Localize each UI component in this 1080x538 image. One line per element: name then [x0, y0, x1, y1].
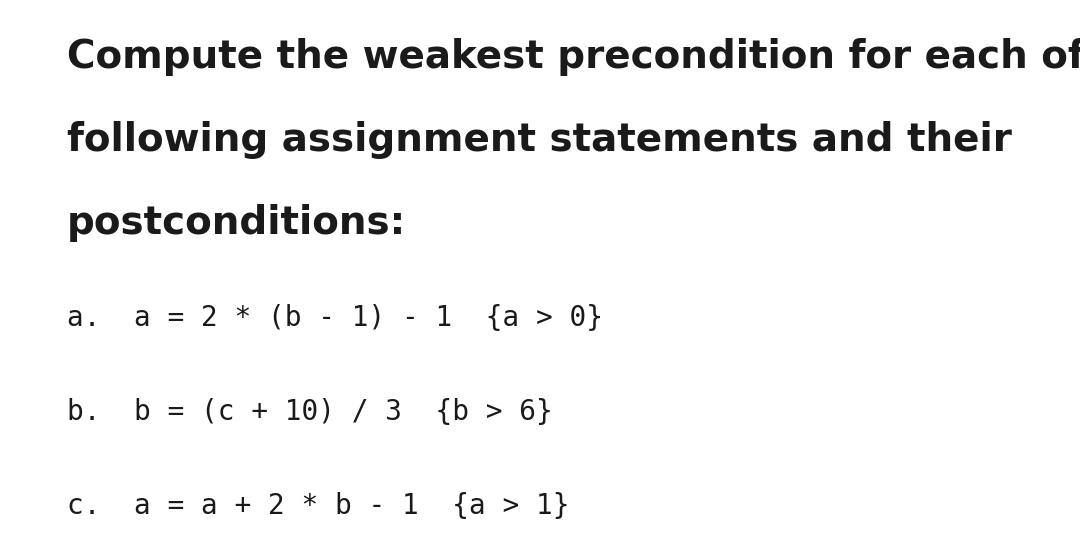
Text: Compute the weakest precondition for each of the: Compute the weakest precondition for eac… — [67, 38, 1080, 76]
Text: a.  a = 2 * (b - 1) - 1  {a > 0}: a. a = 2 * (b - 1) - 1 {a > 0} — [67, 304, 603, 332]
Text: following assignment statements and their: following assignment statements and thei… — [67, 121, 1012, 159]
Text: postconditions:: postconditions: — [67, 204, 406, 243]
Text: c.  a = a + 2 * b - 1  {a > 1}: c. a = a + 2 * b - 1 {a > 1} — [67, 492, 569, 520]
Text: b.  b = (c + 10) / 3  {b > 6}: b. b = (c + 10) / 3 {b > 6} — [67, 398, 553, 426]
